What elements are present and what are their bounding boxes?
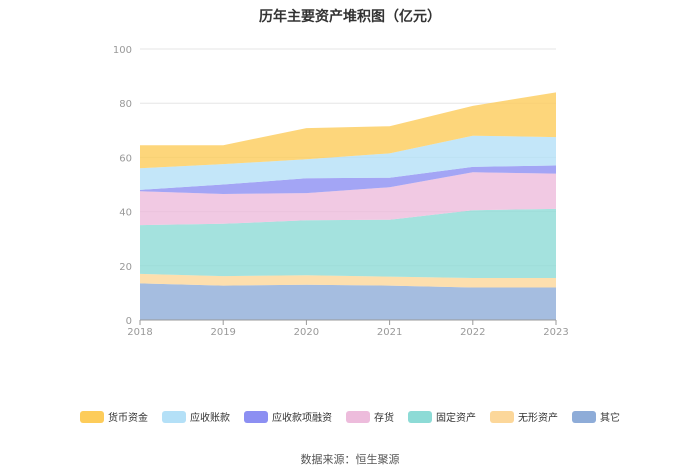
axes: 0 20 40 60 80 100 2018 2019 2020 2021 2022 2023 xyxy=(113,45,569,338)
area-series-group xyxy=(140,92,556,320)
legend-label: 应收账款 xyxy=(190,413,230,424)
legend-label: 无形资产 xyxy=(518,413,558,424)
y-tick-label: 80 xyxy=(119,99,132,110)
chart-title: 历年主要资产堆积图（亿元） xyxy=(259,9,441,25)
y-tick-label: 100 xyxy=(113,45,132,56)
y-tick-label: 40 xyxy=(119,208,132,219)
legend-label: 应收款项融资 xyxy=(272,413,332,424)
area-series-3 xyxy=(140,172,556,226)
area-series-5 xyxy=(140,135,556,190)
area-series-0 xyxy=(140,283,556,320)
legend-item[interactable]: 货币资金 xyxy=(80,409,148,424)
legend-label: 货币资金 xyxy=(108,413,148,424)
legend-swatch xyxy=(162,410,186,423)
legend-swatch xyxy=(408,410,432,423)
legend-swatch xyxy=(80,410,104,423)
legend-item[interactable]: 存货 xyxy=(346,409,394,424)
legend-item[interactable]: 无形资产 xyxy=(490,409,558,424)
y-tick-label: 20 xyxy=(119,262,132,273)
legend-swatch xyxy=(490,410,514,423)
area-series-1 xyxy=(140,273,556,288)
legend-item[interactable]: 其它 xyxy=(572,409,620,424)
area-series-2 xyxy=(140,208,556,278)
legend-swatch xyxy=(244,410,268,423)
x-tick-label: 2018 xyxy=(127,327,152,338)
y-tick-label: 0 xyxy=(126,316,132,327)
legend-item[interactable]: 应收款项融资 xyxy=(244,409,332,424)
x-tick-label: 2020 xyxy=(294,327,319,338)
legend-swatch xyxy=(572,410,596,423)
x-tick-label: 2022 xyxy=(460,327,485,338)
x-tick-label: 2019 xyxy=(210,327,235,338)
legend-label: 存货 xyxy=(374,413,394,424)
legend-swatch xyxy=(346,410,370,423)
legend: 货币资金 应收账款 应收款项融资 存货 固定资产 无形资产 其它 xyxy=(0,409,700,424)
x-tick-label: 2023 xyxy=(543,327,568,338)
legend-item[interactable]: 固定资产 xyxy=(408,409,476,424)
data-source-note: 数据来源：恒生聚源 xyxy=(300,453,400,466)
legend-label: 固定资产 xyxy=(436,413,476,424)
area-series-6 xyxy=(140,92,556,169)
y-tick-label: 60 xyxy=(119,153,132,164)
area-series-4 xyxy=(140,165,556,194)
legend-item[interactable]: 应收账款 xyxy=(162,409,230,424)
legend-label: 其它 xyxy=(600,413,620,424)
x-tick-label: 2021 xyxy=(377,327,402,338)
